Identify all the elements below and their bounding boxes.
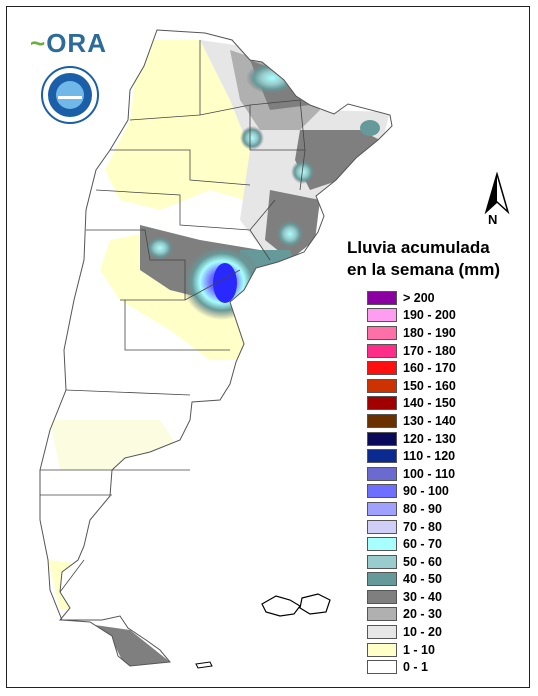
legend-item: > 200 [367, 289, 456, 307]
legend-item: 70 - 80 [367, 518, 456, 536]
legend-swatch [367, 361, 397, 376]
legend-swatch [367, 290, 397, 305]
legend-label: 30 - 40 [403, 589, 442, 604]
legend-item: 100 - 110 [367, 465, 456, 483]
legend-label: 170 - 180 [403, 343, 456, 358]
legend-item: 10 - 20 [367, 623, 456, 641]
province-borders [40, 40, 306, 593]
legend-item: 1 - 10 [367, 641, 456, 659]
ora-logo-text: ORA [46, 28, 107, 58]
legend-label: 90 - 100 [403, 484, 449, 499]
legend-swatch [367, 413, 397, 428]
smn-emblem [41, 66, 99, 124]
legend-label: 40 - 50 [403, 572, 442, 587]
legend-label: 100 - 110 [403, 466, 456, 481]
legend-item: 20 - 30 [367, 606, 456, 624]
legend-swatch [367, 343, 397, 358]
legend-item: 190 - 200 [367, 307, 456, 325]
legend-title-line2: en la semana (mm) [347, 260, 501, 279]
legend-item: 170 - 180 [367, 342, 456, 360]
legend-item: 40 - 50 [367, 571, 456, 589]
legend-item: 160 - 170 [367, 359, 456, 377]
legend-swatch [367, 308, 397, 323]
legend-label: 150 - 160 [403, 378, 456, 393]
ora-logo: ~ORA [30, 28, 107, 58]
legend-item: 140 - 150 [367, 395, 456, 413]
legend-label: 190 - 200 [403, 308, 456, 323]
legend-item: 30 - 40 [367, 588, 456, 606]
legend: > 200 190 - 200 180 - 190 170 - 180 160 - 17… [367, 289, 456, 676]
legend-swatch [367, 660, 397, 675]
country-outline [39, 29, 393, 667]
isla-de-los-estados [195, 661, 213, 669]
legend-title: Lluvia acumulada en la semana (mm) [347, 237, 500, 281]
legend-label: > 200 [403, 290, 435, 305]
legend-item: 130 - 140 [367, 412, 456, 430]
legend-item: 150 - 160 [367, 377, 456, 395]
legend-swatch [367, 396, 397, 411]
legend-label: 60 - 70 [403, 537, 442, 552]
legend-label: 20 - 30 [403, 607, 442, 622]
legend-swatch [367, 625, 397, 640]
legend-swatch [367, 572, 397, 587]
legend-label: 50 - 60 [403, 554, 442, 569]
legend-item: 0 - 1 [367, 658, 456, 676]
north-label: N [488, 212, 498, 227]
legend-label: 140 - 150 [403, 396, 456, 411]
legend-item: 50 - 60 [367, 553, 456, 571]
north-arrow-icon [484, 172, 510, 215]
legend-swatch [367, 378, 397, 393]
legend-label: 0 - 1 [403, 660, 429, 675]
malvinas-islands [261, 593, 331, 617]
legend-item: 180 - 190 [367, 324, 456, 342]
legend-swatch [367, 537, 397, 552]
legend-item: 90 - 100 [367, 483, 456, 501]
legend-swatch [367, 554, 397, 569]
legend-label: 130 - 140 [403, 413, 456, 428]
legend-label: 70 - 80 [403, 519, 442, 534]
legend-swatch [367, 501, 397, 516]
legend-swatch [367, 431, 397, 446]
legend-item: 110 - 120 [367, 447, 456, 465]
legend-swatch [367, 325, 397, 340]
legend-swatch [367, 589, 397, 604]
legend-label: 10 - 20 [403, 625, 442, 640]
legend-swatch [367, 607, 397, 622]
legend-label: 110 - 120 [403, 449, 456, 464]
legend-swatch [367, 519, 397, 534]
legend-label: 1 - 10 [403, 642, 435, 657]
legend-label: 160 - 170 [403, 361, 456, 376]
legend-label: 120 - 130 [403, 431, 456, 446]
legend-item: 120 - 130 [367, 430, 456, 448]
legend-item: 80 - 90 [367, 500, 456, 518]
legend-swatch [367, 466, 397, 481]
legend-label: 180 - 190 [403, 325, 456, 340]
legend-label: 80 - 90 [403, 501, 442, 516]
legend-item: 60 - 70 [367, 535, 456, 553]
legend-swatch [367, 484, 397, 499]
legend-swatch [367, 449, 397, 464]
legend-swatch [367, 642, 397, 657]
legend-title-line1: Lluvia acumulada [347, 238, 490, 257]
